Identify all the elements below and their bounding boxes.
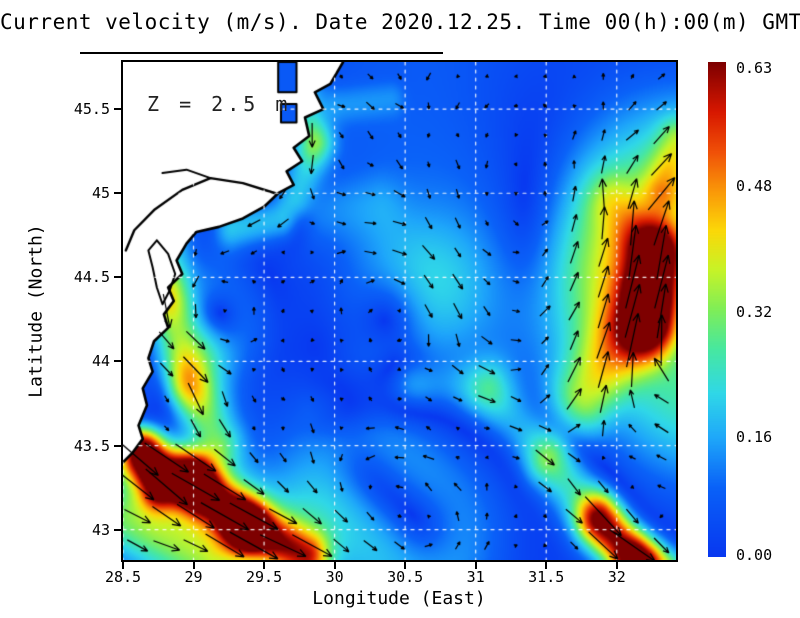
x-tick-label: 32	[607, 568, 626, 586]
y-tick-label: 43.5	[73, 436, 110, 455]
x-tick-label: 31.5	[528, 568, 565, 586]
y-tick-mark	[114, 528, 121, 531]
map-canvas	[123, 62, 676, 560]
title-underline	[80, 52, 443, 54]
x-tick-label: 31	[466, 568, 485, 586]
x-tick-label: 30.5	[387, 568, 424, 586]
y-tick-mark	[114, 444, 121, 447]
y-tick-label: 44	[91, 352, 110, 371]
colorbar-tick-label: 0.32	[736, 302, 773, 321]
y-tick-label: 43	[91, 520, 110, 539]
colorbar	[708, 62, 726, 557]
y-tick-mark	[114, 360, 121, 363]
x-tick-mark	[263, 562, 266, 569]
y-tick-mark	[114, 108, 121, 111]
x-tick-label: 29	[184, 568, 203, 586]
colorbar-tick-label: 0.00	[736, 546, 773, 564]
y-tick-mark	[114, 276, 121, 279]
x-tick-mark	[545, 562, 548, 569]
x-tick-mark	[333, 562, 336, 569]
x-tick-mark	[474, 562, 477, 569]
depth-annotation: Z = 2.5 m	[147, 92, 292, 116]
x-tick-label: 28.5	[104, 568, 142, 586]
x-axis-label: Longitude (East)	[312, 588, 486, 609]
y-tick-label: 44.5	[73, 268, 110, 287]
y-tick-mark	[114, 192, 121, 195]
colorbar-tick-label: 0.16	[736, 428, 773, 447]
y-tick-label: 45	[91, 184, 110, 203]
x-tick-mark	[192, 562, 195, 569]
y-axis-label: Latitude (North)	[25, 224, 47, 398]
x-tick-mark	[404, 562, 407, 569]
figure-title: Current velocity (m/s). Date 2020.12.25.…	[0, 10, 800, 34]
colorbar-tick-label: 0.63	[736, 59, 773, 77]
x-tick-mark	[615, 562, 618, 569]
colorbar-tick-label: 0.48	[736, 176, 773, 195]
x-tick-label: 29.5	[246, 568, 283, 586]
x-tick-label: 30	[325, 568, 344, 586]
x-tick-mark	[122, 562, 124, 569]
map-frame	[121, 60, 678, 562]
y-tick-label: 45.5	[73, 100, 110, 119]
